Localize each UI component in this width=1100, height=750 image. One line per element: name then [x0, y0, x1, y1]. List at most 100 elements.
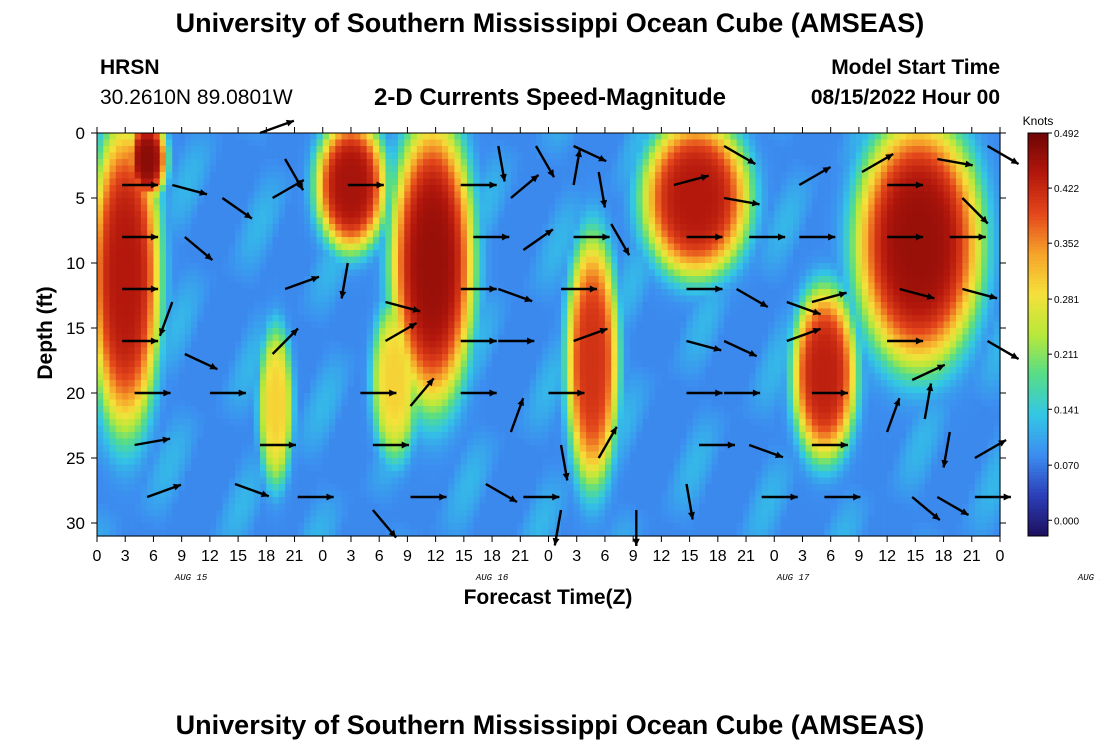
heatmap-cell	[266, 458, 274, 466]
heatmap-cell	[410, 146, 418, 154]
heatmap-cell	[485, 263, 493, 271]
heatmap-cell	[391, 282, 399, 290]
heatmap-cell	[165, 315, 173, 323]
heatmap-cell	[153, 529, 161, 537]
heatmap-cell	[592, 458, 600, 466]
heatmap-cell	[216, 159, 224, 167]
heatmap-cell	[109, 250, 117, 258]
heatmap-cell	[479, 451, 487, 459]
heatmap-cell	[297, 250, 305, 258]
heatmap-cell	[379, 289, 387, 297]
heatmap-cell	[216, 334, 224, 342]
heatmap-cell	[172, 146, 180, 154]
heatmap-cell	[460, 399, 468, 407]
heatmap-cell	[510, 451, 518, 459]
heatmap-cell	[347, 237, 355, 245]
heatmap-cell	[379, 354, 387, 362]
heatmap-cell	[197, 269, 205, 277]
heatmap-cell	[385, 172, 393, 180]
heatmap-cell	[517, 529, 525, 537]
heatmap-cell	[366, 516, 374, 524]
heatmap-cell	[109, 510, 117, 518]
heatmap-cell	[109, 354, 117, 362]
heatmap-cell	[134, 211, 142, 219]
heatmap-cell	[510, 484, 518, 492]
heatmap-cell	[466, 529, 474, 537]
heatmap-cell	[329, 393, 336, 401]
heatmap-cell	[404, 282, 412, 290]
heatmap-cell	[247, 406, 255, 414]
heatmap-cell	[529, 347, 537, 355]
heatmap-cell	[473, 471, 481, 479]
heatmap-cell	[234, 334, 242, 342]
heatmap-cell	[473, 406, 481, 414]
heatmap-cell	[567, 133, 575, 141]
heatmap-cell	[260, 139, 267, 147]
heatmap-cell	[197, 438, 205, 446]
heatmap-cell	[498, 243, 506, 251]
heatmap-cell	[140, 165, 148, 173]
heatmap-cell	[398, 445, 405, 453]
heatmap-cell	[391, 152, 399, 160]
heatmap-cell	[423, 276, 430, 284]
heatmap-cell	[159, 360, 167, 368]
heatmap-cell	[354, 295, 361, 303]
heatmap-cell	[579, 243, 587, 251]
heatmap-cell	[147, 354, 155, 362]
heatmap-cell	[398, 282, 405, 290]
heatmap-cell	[579, 204, 587, 212]
heatmap-cell	[498, 386, 506, 394]
heatmap-cell	[454, 308, 462, 316]
heatmap-cell	[492, 198, 499, 206]
heatmap-cell	[567, 282, 575, 290]
heatmap-cell	[209, 152, 217, 160]
heatmap-cell	[197, 178, 205, 186]
heatmap-cell	[310, 204, 318, 212]
heatmap-cell	[247, 178, 255, 186]
heatmap-cell	[473, 204, 481, 212]
heatmap-cell	[535, 178, 543, 186]
heatmap-cell	[567, 198, 575, 206]
heatmap-cell	[147, 276, 155, 284]
heatmap-cell	[510, 321, 518, 329]
heatmap-cell	[153, 204, 161, 212]
heatmap-cell	[103, 308, 111, 316]
heatmap-cell	[322, 393, 330, 401]
heatmap-cell	[291, 458, 299, 466]
heatmap-cell	[448, 419, 456, 427]
heatmap-cell	[479, 341, 487, 349]
heatmap-cell	[423, 263, 430, 271]
heatmap-cell	[278, 308, 286, 316]
heatmap-cell	[222, 289, 230, 297]
heatmap-cell	[147, 529, 155, 537]
heatmap-cell	[310, 367, 318, 375]
heatmap-cell	[178, 334, 186, 342]
heatmap-cell	[535, 243, 543, 251]
heatmap-cell	[510, 373, 518, 381]
heatmap-cell	[310, 347, 318, 355]
heatmap-cell	[272, 308, 280, 316]
heatmap-cell	[523, 341, 531, 349]
heatmap-cell	[272, 243, 280, 251]
heatmap-cell	[303, 523, 311, 531]
heatmap-cell	[241, 198, 249, 206]
heatmap-cell	[398, 529, 405, 537]
heatmap-cell	[523, 451, 531, 459]
heatmap-cell	[128, 165, 136, 173]
heatmap-cell	[178, 198, 186, 206]
heatmap-cell	[341, 302, 349, 310]
heatmap-cell	[197, 477, 205, 485]
heatmap-cell	[222, 484, 230, 492]
heatmap-cell	[366, 256, 374, 264]
heatmap-cell	[448, 146, 456, 154]
heatmap-cell	[122, 230, 129, 238]
heatmap-cell	[416, 289, 424, 297]
heatmap-cell	[466, 399, 474, 407]
heatmap-cell	[529, 406, 537, 414]
heatmap-cell	[165, 425, 173, 433]
heatmap-cell	[303, 386, 311, 394]
heatmap-cell	[466, 445, 474, 453]
heatmap-cell	[567, 243, 575, 251]
heatmap-cell	[573, 185, 581, 193]
heatmap-cell	[172, 510, 180, 518]
